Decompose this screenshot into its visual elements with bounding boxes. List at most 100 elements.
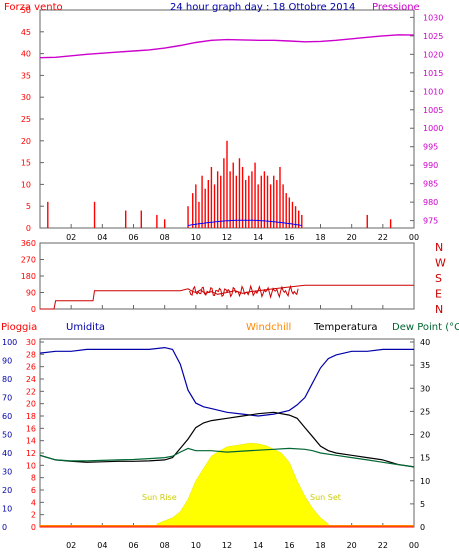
wind-axis-label: 45 bbox=[21, 28, 31, 37]
wind-axis-label: 15 bbox=[21, 159, 31, 168]
pressure-axis-label: 1000 bbox=[423, 124, 443, 133]
x-tick-label-top: 12 bbox=[222, 233, 232, 242]
temp-axis-label: 10 bbox=[420, 477, 430, 486]
x-tick-label-bottom: 06 bbox=[128, 541, 138, 550]
wind-axis-label: 40 bbox=[21, 50, 31, 59]
x-tick-label-top: 04 bbox=[97, 233, 107, 242]
humidity-axis-label: 20 bbox=[2, 486, 12, 495]
rain-axis-label: 4 bbox=[31, 498, 36, 507]
rain-axis-label: 22 bbox=[26, 387, 36, 396]
x-tick-label-bottom: 14 bbox=[253, 541, 263, 550]
temp-axis-label: 40 bbox=[420, 338, 430, 347]
rain-axis-label: 2 bbox=[31, 511, 36, 520]
chart-marks: 0202040406060808101012121414161618182020… bbox=[2, 6, 446, 550]
compass-label: N bbox=[435, 241, 443, 254]
x-tick-label-bottom: 20 bbox=[347, 541, 357, 550]
x-tick-label-top: 02 bbox=[66, 233, 76, 242]
temperature-label: Temperatura bbox=[313, 322, 378, 333]
temp-axis-label: 20 bbox=[420, 431, 430, 440]
humidity-axis-label: 80 bbox=[2, 375, 12, 384]
direction-axis-label: 90 bbox=[26, 289, 36, 298]
windchill-label: Windchill bbox=[246, 322, 291, 333]
humidity-axis-label: 0 bbox=[2, 523, 7, 532]
x-tick-label-top: 14 bbox=[253, 233, 263, 242]
dewpoint-label: Dew Point (°C bbox=[392, 322, 459, 333]
humidity-line bbox=[39, 346, 414, 417]
x-tick-label-bottom: 10 bbox=[191, 541, 201, 550]
temperature-line bbox=[39, 411, 415, 468]
rain-axis-label: 6 bbox=[31, 486, 36, 495]
sunset-label: Sun Set bbox=[310, 493, 341, 502]
compass-label: E bbox=[435, 288, 442, 301]
x-tick-label-bottom: 12 bbox=[222, 541, 232, 550]
x-tick-label-top: 20 bbox=[347, 233, 357, 242]
pressure-axis-label: 1020 bbox=[423, 50, 443, 59]
pressure-label: Pressione bbox=[372, 2, 420, 13]
x-tick-label-bottom: 02 bbox=[66, 541, 76, 550]
rain-axis-label: 8 bbox=[31, 474, 36, 483]
pressure-axis-label: 1025 bbox=[423, 32, 443, 41]
rain-axis-label: 28 bbox=[26, 350, 36, 359]
humidity-axis-label: 90 bbox=[2, 357, 12, 366]
temp-axis-label: 0 bbox=[420, 523, 425, 532]
humidity-axis-label: 60 bbox=[2, 412, 12, 421]
x-tick-label-top: 22 bbox=[378, 233, 388, 242]
wind-axis-label: 35 bbox=[21, 71, 31, 80]
x-tick-label-bottom: 16 bbox=[284, 541, 294, 550]
rain-axis-label: 24 bbox=[26, 375, 36, 384]
wind-axis-label: 20 bbox=[21, 137, 31, 146]
pressure-axis-label: 1015 bbox=[423, 69, 443, 78]
temp-axis-label: 30 bbox=[420, 384, 430, 393]
rain-axis-label: 18 bbox=[26, 412, 36, 421]
x-tick-label-bottom: 22 bbox=[378, 541, 388, 550]
rain-axis-label: 20 bbox=[26, 400, 36, 409]
rain-axis-label: 14 bbox=[26, 437, 36, 446]
compass-label: N bbox=[435, 303, 443, 316]
rain-axis-label: 0 bbox=[31, 523, 36, 532]
x-tick-label-top: 18 bbox=[315, 233, 325, 242]
temp-axis-label: 35 bbox=[420, 361, 430, 370]
pressure-axis-label: 1005 bbox=[423, 106, 443, 115]
panel2-frame bbox=[39, 242, 415, 310]
rain-axis-label: 12 bbox=[26, 449, 36, 458]
rain-label: Pioggia bbox=[1, 322, 37, 333]
compass-label: W bbox=[435, 257, 446, 270]
x-tick-label-top: 10 bbox=[191, 233, 201, 242]
compass-label: S bbox=[435, 272, 442, 285]
pressure-axis-label: 985 bbox=[423, 180, 438, 189]
graph-title: 24 hour graph day : 18 Ottobre 2014 bbox=[170, 2, 355, 13]
direction-axis-label: 360 bbox=[21, 239, 36, 248]
rain-axis-label: 26 bbox=[26, 363, 36, 372]
direction-axis-label: 0 bbox=[31, 305, 36, 314]
wind-axis-label: 50 bbox=[21, 6, 31, 15]
temp-axis-label: 15 bbox=[420, 454, 430, 463]
humidity-label: Umidita bbox=[66, 322, 105, 333]
pressure-axis-label: 990 bbox=[423, 161, 438, 170]
humidity-axis-label: 30 bbox=[2, 468, 12, 477]
pressure-axis-label: 995 bbox=[423, 143, 438, 152]
wind-axis-label: 30 bbox=[21, 93, 31, 102]
humidity-axis-label: 40 bbox=[2, 449, 12, 458]
x-tick-label-bottom: 00 bbox=[409, 541, 419, 550]
humidity-axis-label: 100 bbox=[2, 338, 17, 347]
pressure-axis-label: 980 bbox=[423, 198, 438, 207]
rain-axis-label: 10 bbox=[26, 461, 36, 470]
humidity-axis-label: 70 bbox=[2, 394, 12, 403]
wind-direction-scatter bbox=[189, 284, 299, 299]
wind-axis-label: 25 bbox=[21, 115, 31, 124]
wind-axis-label: 0 bbox=[26, 224, 31, 233]
dewpoint-line bbox=[39, 447, 415, 468]
temp-axis-label: 25 bbox=[420, 407, 430, 416]
direction-axis-label: 180 bbox=[21, 272, 36, 281]
pressure-axis-label: 1010 bbox=[423, 87, 443, 96]
humidity-axis-label: 50 bbox=[2, 431, 12, 440]
pressure-line bbox=[39, 34, 415, 59]
x-tick-label-bottom: 18 bbox=[315, 541, 325, 550]
direction-axis-label: 270 bbox=[21, 256, 36, 265]
wind-axis-label: 10 bbox=[21, 180, 31, 189]
rain-axis-label: 16 bbox=[26, 424, 36, 433]
humidity-axis-label: 10 bbox=[2, 505, 12, 514]
x-tick-label-top: 00 bbox=[409, 233, 419, 242]
